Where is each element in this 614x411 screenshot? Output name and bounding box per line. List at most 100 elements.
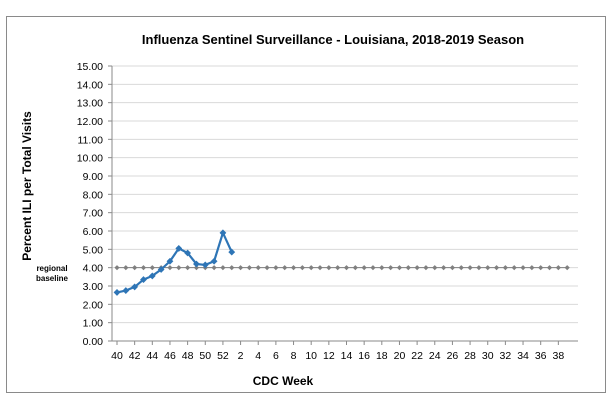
baseline-marker — [264, 265, 270, 271]
x-tick-label: 50 — [199, 350, 211, 362]
x-axis-ticks: 40 42 44 46 48 50 52 2 4 6 8 10 12 14 16 18 20 22 24 26 28 30… — [111, 341, 564, 362]
ili-data-point — [193, 260, 200, 268]
baseline-marker — [317, 265, 323, 271]
ili-data-point — [131, 283, 139, 291]
baseline-marker — [502, 265, 508, 271]
y-tick-label: 1.00 — [83, 318, 104, 330]
y-tick-label: 7.00 — [83, 208, 104, 220]
baseline-marker — [273, 265, 279, 271]
ili-data-point — [175, 245, 183, 252]
gridlines — [112, 65, 578, 324]
y-tick-label: 5.00 — [83, 244, 104, 256]
x-tick-label: 6 — [273, 350, 279, 362]
y-tick-label: 0.00 — [83, 336, 104, 348]
x-tick-label: 42 — [129, 350, 141, 362]
x-tick-label: 44 — [146, 350, 158, 362]
chart-title: Influenza Sentinel Surveillance - Louisi… — [142, 32, 524, 47]
baseline-marker — [308, 265, 314, 271]
baseline-marker — [529, 265, 535, 271]
y-axis-ticks: 0.00 1.00 2.00 3.00 4.00 5.00 6.00 7.00 8.00 9.00… — [77, 61, 112, 348]
baseline-marker — [423, 265, 429, 271]
baseline-marker — [246, 265, 253, 271]
baseline-marker — [476, 265, 482, 271]
x-tick-label: 40 — [111, 350, 123, 362]
y-tick-label: 12.00 — [77, 116, 103, 128]
baseline-marker — [343, 265, 350, 271]
baseline-marker — [352, 265, 358, 271]
ili-data-point — [113, 289, 121, 296]
baseline-marker — [149, 265, 155, 271]
baseline-label-line1: regional — [36, 264, 67, 273]
x-tick-label: 12 — [323, 350, 335, 362]
y-tick-label: 3.00 — [83, 281, 104, 293]
ili-series — [113, 229, 236, 296]
baseline-marker — [511, 265, 517, 271]
baseline-marker — [370, 265, 376, 271]
baseline-marker — [379, 265, 385, 271]
x-tick-label: 8 — [291, 350, 297, 362]
ili-data-point — [201, 261, 209, 269]
baseline-marker — [493, 265, 500, 271]
baseline-marker — [326, 265, 332, 271]
baseline-marker — [564, 265, 570, 271]
baseline-marker — [458, 265, 464, 271]
baseline-marker — [193, 265, 200, 271]
baseline-marker — [220, 265, 226, 271]
baseline-marker — [290, 265, 297, 271]
x-tick-label: 52 — [217, 350, 229, 362]
ili-data-point — [184, 249, 192, 257]
x-tick-label: 14 — [341, 350, 353, 362]
y-tick-label: 11.00 — [78, 134, 104, 146]
x-tick-label: 34 — [517, 350, 529, 362]
baseline-marker — [538, 265, 544, 271]
y-tick-label: 15.00 — [77, 61, 103, 73]
chart-frame — [6, 16, 606, 393]
x-tick-label: 38 — [553, 350, 565, 362]
baseline-marker — [335, 265, 341, 271]
ili-data-point — [140, 276, 147, 283]
baseline-marker — [237, 265, 244, 271]
ili-data-point — [219, 229, 227, 237]
baseline-marker — [520, 265, 526, 271]
x-tick-label: 2 — [238, 350, 244, 362]
x-axis-title: CDC Week — [253, 374, 314, 388]
y-tick-label: 2.00 — [83, 299, 104, 311]
baseline-marker — [555, 265, 561, 271]
baseline-marker — [449, 265, 456, 271]
x-tick-label: 28 — [464, 350, 476, 362]
x-tick-label: 4 — [255, 350, 261, 362]
y-tick-label: 14.00 — [77, 79, 103, 91]
baseline-marker — [176, 265, 182, 271]
baseline-marker — [282, 265, 288, 271]
x-tick-label: 20 — [394, 350, 406, 362]
x-tick-label: 16 — [358, 350, 370, 362]
baseline-marker — [167, 265, 173, 271]
baseline-marker — [123, 265, 129, 271]
baseline-marker — [114, 265, 120, 271]
ili-data-point — [157, 266, 165, 273]
y-tick-label: 8.00 — [83, 189, 104, 201]
baseline-marker — [405, 265, 411, 271]
baseline-marker — [432, 265, 438, 271]
y-tick-label: 13.00 — [77, 98, 103, 110]
x-tick-label: 26 — [447, 350, 459, 362]
x-tick-label: 48 — [182, 350, 194, 362]
baseline-marker — [467, 265, 473, 271]
baseline-marker — [185, 265, 191, 271]
baseline-marker — [132, 265, 138, 271]
x-tick-label: 36 — [535, 350, 547, 362]
ili-data-point — [122, 287, 130, 294]
baseline-marker — [255, 265, 261, 271]
baseline-marker — [140, 265, 147, 271]
y-tick-label: 4.00 — [83, 263, 104, 275]
baseline-marker — [299, 265, 305, 271]
ili-data-point — [210, 257, 218, 265]
baseline-marker — [229, 265, 235, 271]
ili-data-point — [166, 257, 174, 265]
x-tick-label: 22 — [411, 350, 423, 362]
y-tick-label: 9.00 — [83, 171, 104, 183]
x-tick-label: 24 — [429, 350, 441, 362]
baseline-marker — [388, 265, 394, 271]
baseline-marker — [440, 265, 447, 271]
ili-data-point — [228, 248, 236, 256]
